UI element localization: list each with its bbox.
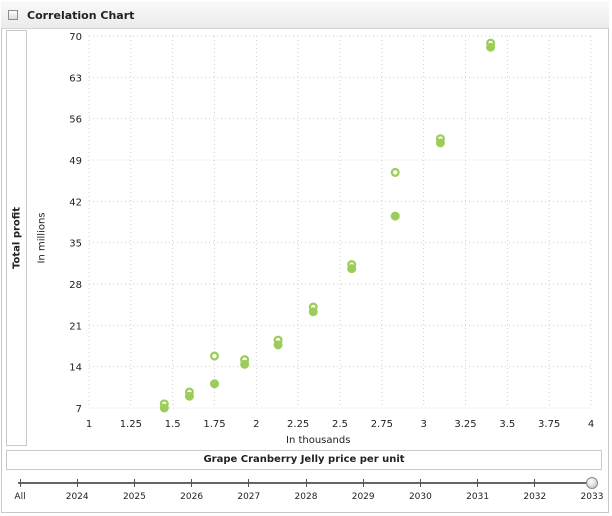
timeline-label[interactable]: 2024 <box>65 492 89 502</box>
data-point <box>240 359 250 369</box>
x-tick-label: 2.75 <box>371 419 393 430</box>
timeline-label[interactable]: 2028 <box>294 492 318 502</box>
timeline-tick <box>248 479 250 487</box>
y-tick-label: 56 <box>69 115 82 126</box>
timeline-tick <box>362 479 364 487</box>
y-tick-label: 70 <box>69 32 82 43</box>
timeline-label[interactable]: 2027 <box>237 492 261 502</box>
x-tick-label: 1.25 <box>120 419 142 430</box>
data-point <box>210 379 219 389</box>
y-tick-label: 21 <box>69 321 82 332</box>
x-tick-label: 2.25 <box>287 419 309 430</box>
data-point-highlight <box>212 353 217 359</box>
y-tick-label: 14 <box>69 363 82 374</box>
scatter-chart: 1 1.25 1.5 1.75 2 2.25 2.5 2.75 3 3.25 3.5 3.75 4 7 14… <box>69 32 594 430</box>
data-point <box>159 403 169 413</box>
data-point <box>486 42 496 52</box>
timeline-label[interactable]: 2032 <box>523 492 547 502</box>
timeline-thumb[interactable] <box>586 477 598 489</box>
timeline-tick <box>305 479 307 487</box>
x-tick-label: 1.5 <box>165 419 181 430</box>
timeline-tick <box>534 479 536 487</box>
timeline-track[interactable] <box>18 482 592 484</box>
timeline-tick <box>419 479 421 487</box>
data-point <box>347 264 357 274</box>
x-tick-label: 3.5 <box>499 419 515 430</box>
panel-header: Correlation Chart <box>1 1 609 29</box>
timeline-tick <box>133 479 135 487</box>
timeline-tick <box>76 479 78 487</box>
timeline-label[interactable]: All <box>14 492 26 502</box>
x-axis-title: Grape Cranberry Jelly price per unit <box>203 454 405 465</box>
x-tick-label: 2 <box>253 419 259 430</box>
y-tick-label: 63 <box>69 73 82 84</box>
data-point <box>273 340 283 350</box>
y-tick-label: 7 <box>76 404 82 415</box>
timeline-tick <box>19 479 21 487</box>
timeline-label[interactable]: 2030 <box>408 492 432 502</box>
x-axis-title-box: Grape Cranberry Jelly price per unit <box>6 450 602 470</box>
x-tick-label: 3 <box>420 419 426 430</box>
timeline-label[interactable]: 2031 <box>466 492 490 502</box>
timeline-label[interactable]: 2025 <box>122 492 146 502</box>
x-tick-label: 1 <box>86 419 92 430</box>
y-tick-label: 42 <box>69 197 82 208</box>
data-point <box>390 211 400 221</box>
y-tick-label: 35 <box>69 239 82 250</box>
y-tick-label: 28 <box>69 280 82 291</box>
timeline-label[interactable]: 2026 <box>180 492 204 502</box>
data-point <box>184 391 194 401</box>
toggle-checkbox[interactable] <box>8 10 18 20</box>
timeline-label[interactable]: 2029 <box>351 492 375 502</box>
x-tick-label: 2.5 <box>332 419 348 430</box>
x-tick-label: 3.75 <box>538 419 560 430</box>
x-tick-label: 4 <box>588 419 594 430</box>
x-axis-unit: In thousands <box>286 435 351 446</box>
timeline-slider[interactable]: All 2024 2025 2026 2027 2028 2029 2030 2031 2032 2… <box>0 475 612 516</box>
y-tick-label: 49 <box>69 156 82 167</box>
x-tick-label: 1.75 <box>203 419 225 430</box>
timeline-tick <box>477 479 479 487</box>
x-tick-label: 3.25 <box>454 419 476 430</box>
y-axis-title-box: Total profit <box>6 30 27 446</box>
data-point-highlight <box>393 170 398 175</box>
timeline-tick <box>191 479 193 487</box>
data-point <box>435 138 445 148</box>
data-point <box>308 307 318 317</box>
panel-title: Correlation Chart <box>27 9 135 22</box>
timeline-label[interactable]: 2033 <box>580 492 604 502</box>
